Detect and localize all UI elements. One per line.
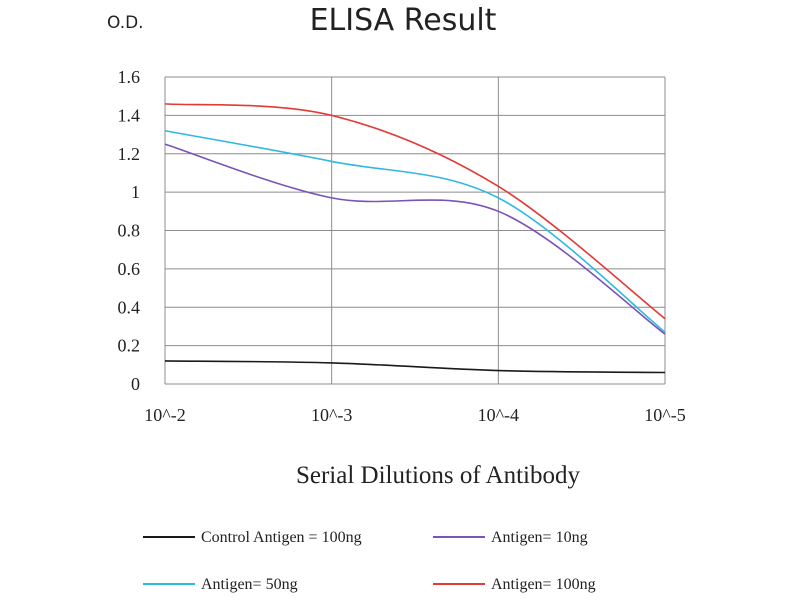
y-tick-label: 1	[131, 182, 140, 202]
x-tick-label: 10^-3	[311, 405, 352, 425]
legend-label-3: Antigen= 50ng	[201, 576, 298, 593]
x-axis-label: Serial Dilutions of Antibody	[296, 462, 581, 489]
y-tick-label: 0	[131, 374, 140, 394]
x-tick-label: 10^-5	[644, 405, 685, 425]
legend-label-1: Control Antigen = 100ng	[201, 529, 362, 546]
y-tick-label: 1.2	[118, 144, 141, 164]
y-tick-label: 0.6	[118, 259, 141, 279]
legend: Control Antigen = 100ng Antigen= 10ng Anti…	[143, 529, 596, 593]
legend-label-2: Antigen= 10ng	[491, 529, 588, 546]
series-line-4	[164, 103, 666, 320]
y-axis-label: O.D.	[107, 13, 144, 33]
y-tick-label: 1.6	[118, 67, 141, 87]
chart-title: ELISA Result	[310, 3, 497, 38]
series-lines	[164, 103, 666, 374]
y-tick-label: 0.2	[118, 336, 141, 356]
y-tick-label: 0.8	[118, 221, 141, 241]
y-tick-label: 1.4	[118, 105, 141, 125]
legend-label-4: Antigen= 100ng	[491, 576, 596, 593]
x-tick-label: 10^-4	[478, 405, 519, 425]
series-line-3	[164, 129, 666, 333]
y-tick-label: 0.4	[118, 297, 141, 317]
x-tick-label: 10^-2	[144, 405, 185, 425]
grid-lines	[164, 76, 666, 385]
series-line-1	[164, 360, 666, 374]
axis-ticks: 0 0.2 0.4 0.6 0.8 1 1.2 1.4 1.6 10^-2 10^-3 10^-4 10…	[118, 67, 686, 425]
series-line-2	[164, 143, 666, 335]
